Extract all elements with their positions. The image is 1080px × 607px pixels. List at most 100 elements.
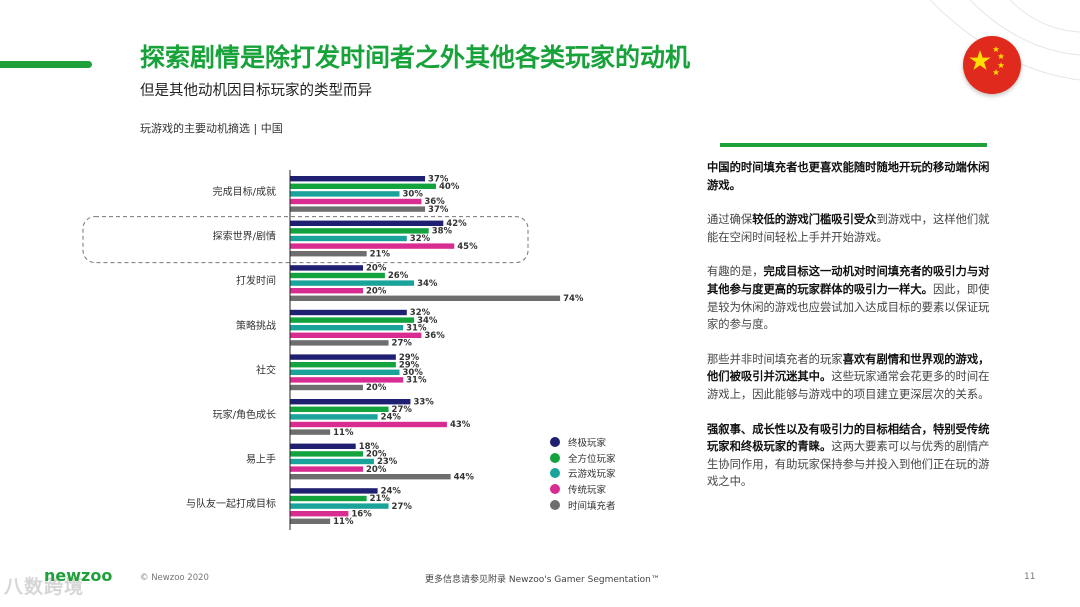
data-label: 36% [424, 331, 445, 341]
data-label: 74% [563, 294, 584, 304]
chart-label: 玩游戏的主要动机摘选 | 中国 [140, 122, 283, 135]
bar [290, 295, 561, 301]
data-label: 37% [428, 174, 449, 184]
bar [290, 228, 429, 234]
data-label: 32% [410, 308, 431, 318]
data-label: 21% [370, 494, 391, 504]
page-subtitle: 但是其他动机因目标玩家的类型而异 [140, 83, 372, 99]
legend-item: 全方位玩家 [550, 450, 616, 466]
category-label: 与队友一起打成目标 [186, 497, 276, 510]
data-label: 11% [333, 428, 354, 438]
data-label: 36% [424, 197, 445, 207]
legend-label: 终极玩家 [568, 437, 607, 449]
data-label: 27% [392, 405, 413, 415]
data-label: 40% [439, 182, 460, 192]
bar [290, 406, 389, 412]
bar [290, 340, 389, 346]
newzoo-logo: newzoo [44, 566, 113, 585]
insight-paragraph: 那些并非时间填充者的玩家喜欢有剧情和世界观的游戏，他们被吸引并沉迷其中。这些玩家… [707, 352, 990, 401]
data-label: 37% [428, 205, 449, 215]
legend-item: 传统玩家 [550, 481, 616, 497]
data-label: 20% [366, 465, 387, 475]
bar [290, 451, 363, 457]
legend-dot [550, 452, 560, 463]
data-label: 20% [366, 383, 387, 393]
insight-paragraph: 强叙事、成长性以及有吸引力的目标相结合，特别受传统玩家和终极玩家的青睐。这两大要… [707, 422, 990, 489]
data-label: 23% [377, 457, 398, 467]
bar [290, 325, 404, 331]
bar [290, 443, 356, 449]
bar [290, 377, 404, 383]
bar [290, 429, 331, 435]
watermark: 八数跨境 [4, 576, 85, 598]
bar [290, 288, 363, 294]
data-label: 16% [351, 509, 372, 519]
data-label: 34% [417, 279, 438, 289]
bar [290, 354, 396, 360]
bar [290, 421, 447, 428]
data-label: 29% [399, 353, 420, 363]
bar [290, 220, 444, 226]
legend-dot [550, 468, 560, 479]
bar [290, 384, 363, 391]
bar [290, 495, 367, 502]
highlight-box [82, 216, 529, 264]
category-label: 社交 [256, 363, 276, 376]
data-label: 31% [406, 323, 427, 333]
category-label: 完成目标/成就 [213, 185, 276, 198]
data-label: 20% [366, 264, 387, 274]
bar [290, 176, 426, 182]
bar [290, 474, 451, 480]
bar [290, 399, 411, 405]
data-label: 27% [392, 502, 413, 512]
footer-note: 更多信息请参见附录 Newzoo's Gamer Segmentation™ [425, 575, 660, 585]
legend-dot [550, 484, 560, 495]
data-label: 43% [450, 420, 471, 430]
sidebar-accent-line [720, 143, 987, 147]
data-label: 44% [454, 472, 475, 482]
legend-item: 云游戏玩家 [550, 466, 616, 482]
bar [290, 280, 415, 286]
legend-item: 终极玩家 [550, 434, 616, 450]
legend-label: 传统玩家 [568, 485, 607, 497]
data-label: 21% [370, 249, 391, 259]
data-label: 33% [413, 397, 434, 407]
bar [290, 503, 389, 509]
bar [290, 488, 378, 494]
data-label: 20% [366, 286, 387, 296]
bar [290, 332, 422, 338]
category-label: 探索世界/剧情 [213, 230, 276, 243]
data-label: 11% [333, 517, 354, 527]
bar [290, 518, 331, 524]
data-label: 30% [403, 368, 424, 378]
data-label: 24% [381, 487, 402, 497]
bar [290, 511, 349, 517]
footer-copyright: © Newzoo 2020 [140, 573, 209, 583]
legend-label: 全方位玩家 [568, 453, 616, 465]
data-label: 32% [410, 234, 431, 244]
bar [290, 369, 400, 375]
category-label: 玩家/角色成长 [213, 408, 276, 421]
bar [290, 272, 385, 279]
category-label: 打发时间 [236, 274, 276, 287]
china-flag-icon [963, 36, 1021, 94]
legend-dot [550, 436, 560, 447]
bar [290, 198, 422, 205]
bar [290, 235, 407, 242]
data-label: 45% [457, 242, 478, 252]
accent-bar [0, 61, 92, 68]
bar [290, 414, 378, 420]
data-label: 31% [406, 376, 427, 386]
bar [290, 243, 455, 249]
data-label: 30% [403, 190, 424, 200]
category-label: 策略挑战 [236, 319, 276, 332]
legend-label: 时间填充者 [568, 501, 616, 513]
chart-legend: 终极玩家全方位玩家 云游戏玩家传统玩家时间填充者 [550, 434, 616, 513]
bar [290, 265, 363, 271]
bar [290, 317, 415, 323]
page-title: 探索剧情是除打发时间者之外其他各类玩家的动机 [140, 43, 691, 72]
page-number: 11 [1024, 572, 1036, 582]
category-label: 易上手 [246, 453, 276, 466]
data-label: 34% [417, 316, 438, 326]
legend-dot [550, 500, 560, 511]
